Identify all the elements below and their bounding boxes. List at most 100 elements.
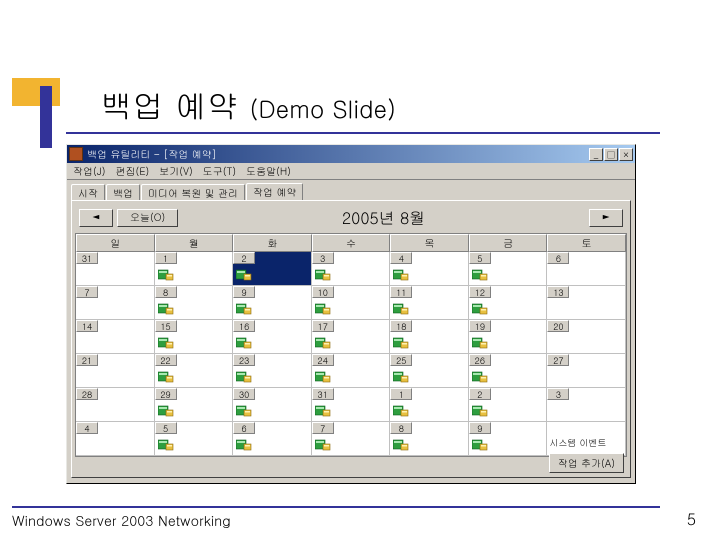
- calendar-cell[interactable]: 19: [469, 320, 548, 354]
- calendar-cell[interactable]: 15: [155, 320, 234, 354]
- calendar-cell[interactable]: 3: [312, 252, 391, 286]
- calendar-cell[interactable]: 1: [155, 252, 234, 286]
- calendar-cell[interactable]: 2: [233, 252, 312, 286]
- tab-start[interactable]: 시작: [71, 184, 105, 201]
- day-number: 4: [390, 252, 412, 264]
- calendar-cell[interactable]: 시스템 이벤트: [547, 422, 626, 456]
- calendar-cell[interactable]: 24: [312, 354, 391, 388]
- calendar-cell[interactable]: 22: [155, 354, 234, 388]
- backup-job-icon[interactable]: [236, 336, 252, 349]
- backup-job-icon[interactable]: [393, 302, 409, 315]
- calendar-cell[interactable]: 2: [469, 388, 548, 422]
- calendar-cell[interactable]: 31: [312, 388, 391, 422]
- backup-job-icon[interactable]: [158, 370, 174, 383]
- schedule-panel: ◄ 오늘(O) 2005년 8월 ► 일월화수목금토31123456789101…: [71, 200, 631, 478]
- calendar-cell[interactable]: 28: [76, 388, 155, 422]
- calendar-cell[interactable]: 9: [469, 422, 548, 456]
- calendar-cell[interactable]: 7: [312, 422, 391, 456]
- day-number: 8: [155, 286, 177, 298]
- calendar-cell[interactable]: 12: [469, 286, 548, 320]
- menu-job[interactable]: 작업(J): [73, 164, 106, 178]
- calendar-cell[interactable]: 3: [547, 388, 626, 422]
- calendar-cell[interactable]: 31: [76, 252, 155, 286]
- backup-job-icon[interactable]: [315, 438, 331, 451]
- menu-help[interactable]: 도움말(H): [246, 164, 291, 178]
- calendar-cell[interactable]: 10: [312, 286, 391, 320]
- calendar-cell[interactable]: 7: [76, 286, 155, 320]
- backup-job-icon[interactable]: [393, 370, 409, 383]
- calendar-cell[interactable]: 5: [155, 422, 234, 456]
- tab-backup[interactable]: 백업: [106, 184, 140, 201]
- calendar-cell[interactable]: 1: [390, 388, 469, 422]
- backup-job-icon[interactable]: [315, 302, 331, 315]
- system-event-label[interactable]: 시스템 이벤트: [549, 436, 623, 449]
- add-job-button[interactable]: 작업 추가(A): [549, 453, 624, 473]
- day-number: 25: [390, 354, 412, 366]
- close-button[interactable]: ×: [619, 148, 633, 161]
- backup-job-icon[interactable]: [158, 336, 174, 349]
- minimize-button[interactable]: _: [589, 148, 603, 161]
- backup-job-icon[interactable]: [393, 336, 409, 349]
- backup-job-icon[interactable]: [472, 336, 488, 349]
- today-button[interactable]: 오늘(O): [117, 209, 178, 227]
- backup-job-icon[interactable]: [158, 438, 174, 451]
- calendar-cell[interactable]: 17: [312, 320, 391, 354]
- calendar-cell[interactable]: 18: [390, 320, 469, 354]
- backup-job-icon[interactable]: [472, 404, 488, 417]
- backup-job-icon[interactable]: [158, 302, 174, 315]
- backup-job-icon[interactable]: [393, 438, 409, 451]
- calendar-cell[interactable]: 21: [76, 354, 155, 388]
- calendar-cell[interactable]: 27: [547, 354, 626, 388]
- day-number: 14: [76, 320, 98, 332]
- backup-job-icon[interactable]: [236, 438, 252, 451]
- calendar-cell[interactable]: 29: [155, 388, 234, 422]
- calendar-cell[interactable]: 23: [233, 354, 312, 388]
- backup-job-icon[interactable]: [315, 336, 331, 349]
- tab-restore[interactable]: 미디어 복원 및 관리: [141, 184, 245, 201]
- backup-job-icon[interactable]: [393, 404, 409, 417]
- prev-month-button[interactable]: ◄: [79, 209, 113, 227]
- next-month-button[interactable]: ►: [589, 209, 623, 227]
- calendar-cell[interactable]: 26: [469, 354, 548, 388]
- menu-edit[interactable]: 편집(E): [116, 164, 150, 178]
- backup-job-icon[interactable]: [315, 404, 331, 417]
- backup-job-icon[interactable]: [236, 404, 252, 417]
- menu-view[interactable]: 보기(V): [159, 164, 193, 178]
- backup-job-icon[interactable]: [315, 370, 331, 383]
- footer-text: Windows Server 2003 Networking: [12, 510, 231, 530]
- footer-rule: [12, 506, 660, 508]
- calendar-cell[interactable]: 6: [547, 252, 626, 286]
- backup-job-icon[interactable]: [393, 268, 409, 281]
- backup-job-icon[interactable]: [472, 438, 488, 451]
- calendar-cell[interactable]: 14: [76, 320, 155, 354]
- calendar-cell[interactable]: 5: [469, 252, 548, 286]
- tab-schedule[interactable]: 작업 예약: [246, 183, 303, 200]
- calendar-cell[interactable]: 11: [390, 286, 469, 320]
- backup-job-icon[interactable]: [236, 268, 252, 281]
- calendar-cell[interactable]: 25: [390, 354, 469, 388]
- backup-job-icon[interactable]: [472, 302, 488, 315]
- maximize-button[interactable]: □: [604, 148, 618, 161]
- backup-job-icon[interactable]: [236, 370, 252, 383]
- day-number: 1: [155, 252, 177, 264]
- calendar-cell[interactable]: 8: [155, 286, 234, 320]
- backup-job-icon[interactable]: [158, 404, 174, 417]
- backup-job-icon[interactable]: [158, 268, 174, 281]
- window-titlebar[interactable]: 백업 유틸리티 - [작업 예약] _ □ ×: [67, 145, 635, 163]
- backup-job-icon[interactable]: [472, 268, 488, 281]
- backup-job-icon[interactable]: [236, 302, 252, 315]
- calendar-cell[interactable]: 4: [76, 422, 155, 456]
- menu-tools[interactable]: 도구(T): [203, 164, 236, 178]
- backup-job-icon[interactable]: [472, 370, 488, 383]
- calendar-cell[interactable]: 20: [547, 320, 626, 354]
- calendar-cell[interactable]: 8: [390, 422, 469, 456]
- calendar-grid: 일월화수목금토311234567891011121314151617181920…: [75, 233, 627, 457]
- calendar-cell[interactable]: 16: [233, 320, 312, 354]
- calendar-cell[interactable]: 9: [233, 286, 312, 320]
- calendar-cell[interactable]: 30: [233, 388, 312, 422]
- calendar-cell[interactable]: 6: [233, 422, 312, 456]
- calendar-cell[interactable]: 13: [547, 286, 626, 320]
- calendar-cell[interactable]: 4: [390, 252, 469, 286]
- backup-job-icon[interactable]: [315, 268, 331, 281]
- slide-accent-vertical: [40, 86, 52, 148]
